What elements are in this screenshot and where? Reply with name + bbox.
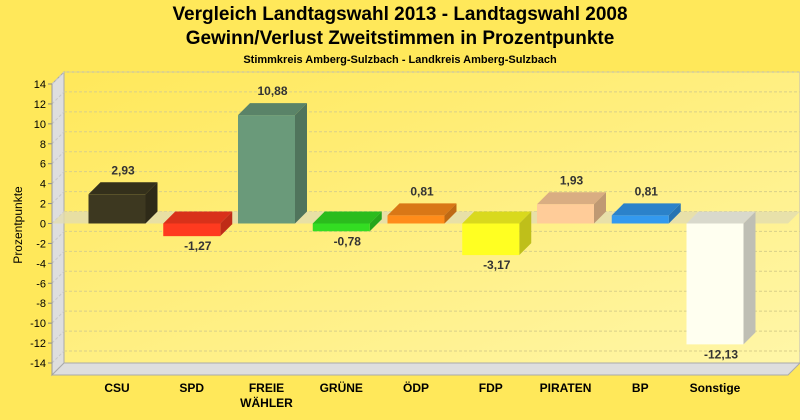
y-tick-label: 8 [40, 139, 46, 151]
bar-grüne [312, 211, 382, 232]
chart-subtitle: Gewinn/Verlust Zweitstimmen in Prozentpu… [185, 28, 615, 49]
x-tick-label: FREIE WÄHLER [240, 381, 293, 410]
gridline-side [51, 251, 65, 264]
bar-front [387, 215, 445, 224]
gridline-side [51, 310, 65, 324]
bar-bp [611, 203, 681, 224]
gridline-side [51, 151, 65, 165]
x-tick-label: FDP [479, 381, 503, 395]
data-label: -1,27 [184, 239, 212, 253]
bar-side [519, 211, 532, 256]
bar-front [686, 223, 744, 345]
data-label: 0,81 [410, 184, 434, 198]
gridline-side [51, 350, 65, 364]
x-tick-label: CSU [104, 381, 129, 395]
bar-side [743, 211, 756, 345]
bar-top [537, 192, 606, 205]
bar-front [312, 223, 370, 232]
bar-front [163, 223, 221, 237]
gridline-side [51, 270, 65, 284]
bar-fdp [462, 211, 532, 256]
bar-side [594, 192, 606, 224]
y-tick-label: 0 [40, 219, 46, 231]
bar-top [387, 203, 457, 216]
y-tick-label: 4 [40, 179, 46, 191]
gridline-side [51, 171, 65, 184]
x-tick-label: GRÜNE [320, 380, 363, 395]
plot-floor [50, 362, 800, 376]
bar-top [686, 211, 756, 224]
bar-side [668, 203, 681, 224]
y-tick-label: 6 [40, 159, 46, 171]
x-tick-label: ÖDP [403, 380, 429, 395]
bar-front [462, 223, 520, 256]
y-tick-label: -14 [30, 358, 46, 370]
bar-top [88, 182, 158, 195]
gridline-side [51, 71, 65, 85]
bar-front [537, 204, 594, 224]
data-label: 1,93 [560, 173, 584, 187]
x-tick-label: SPD [179, 381, 204, 395]
gridline-side [51, 131, 65, 145]
bar-top [238, 103, 307, 116]
data-label: 2,93 [111, 163, 135, 177]
bar-top [611, 203, 681, 216]
data-label: 0,81 [635, 184, 659, 198]
bar-top [312, 211, 382, 224]
bar-front [238, 115, 295, 224]
bar-freie-wähler [238, 103, 307, 224]
data-label: 10,88 [257, 84, 287, 98]
bar-csu [88, 182, 158, 224]
gridline-side [51, 231, 65, 244]
y-tick-label: -8 [36, 298, 46, 310]
gridline-side [51, 111, 65, 125]
gridline-side [51, 191, 65, 204]
data-label: -0,78 [334, 234, 362, 248]
x-tick-label: BP [632, 381, 649, 395]
y-tick-label: -2 [36, 238, 46, 250]
bar-piraten [537, 192, 606, 224]
bar-side [220, 211, 233, 237]
y-tick-label: -12 [30, 338, 46, 350]
y-tick-label: 12 [34, 99, 46, 111]
x-tick-label: PIRATEN [540, 381, 592, 395]
bar-front [88, 194, 146, 224]
x-tick-label: Sonstige [690, 381, 741, 395]
bar-top [163, 211, 233, 224]
bar-side [145, 182, 158, 224]
bar-front [611, 215, 669, 224]
bar-top [462, 211, 532, 224]
gridline-side [51, 290, 65, 304]
gridline-side [51, 91, 65, 105]
y-tick-label: -4 [36, 258, 46, 270]
gridline-side [51, 330, 65, 344]
y-tick-label: 10 [34, 119, 46, 131]
y-tick-label: 2 [40, 199, 46, 211]
bar-side [444, 203, 457, 224]
bar-spd [163, 211, 233, 237]
bar-side [295, 103, 307, 224]
y-tick-label: -10 [30, 318, 46, 330]
bar-sonstige [686, 211, 756, 345]
chart-subtitle-2: Stimmkreis Amberg-Sulzbach - Landkreis A… [243, 54, 557, 66]
bar-side [369, 211, 382, 232]
y-tick-label: 14 [34, 79, 46, 91]
bar-ödp [387, 203, 457, 224]
y-axis-label: Prozentpunkte [11, 186, 25, 264]
y-tick-label: -6 [36, 278, 46, 290]
data-label: -12,13 [704, 347, 738, 361]
chart-title: Vergleich Landtagswahl 2013 - Landtagswa… [172, 4, 628, 25]
data-label: -3,17 [483, 258, 511, 272]
